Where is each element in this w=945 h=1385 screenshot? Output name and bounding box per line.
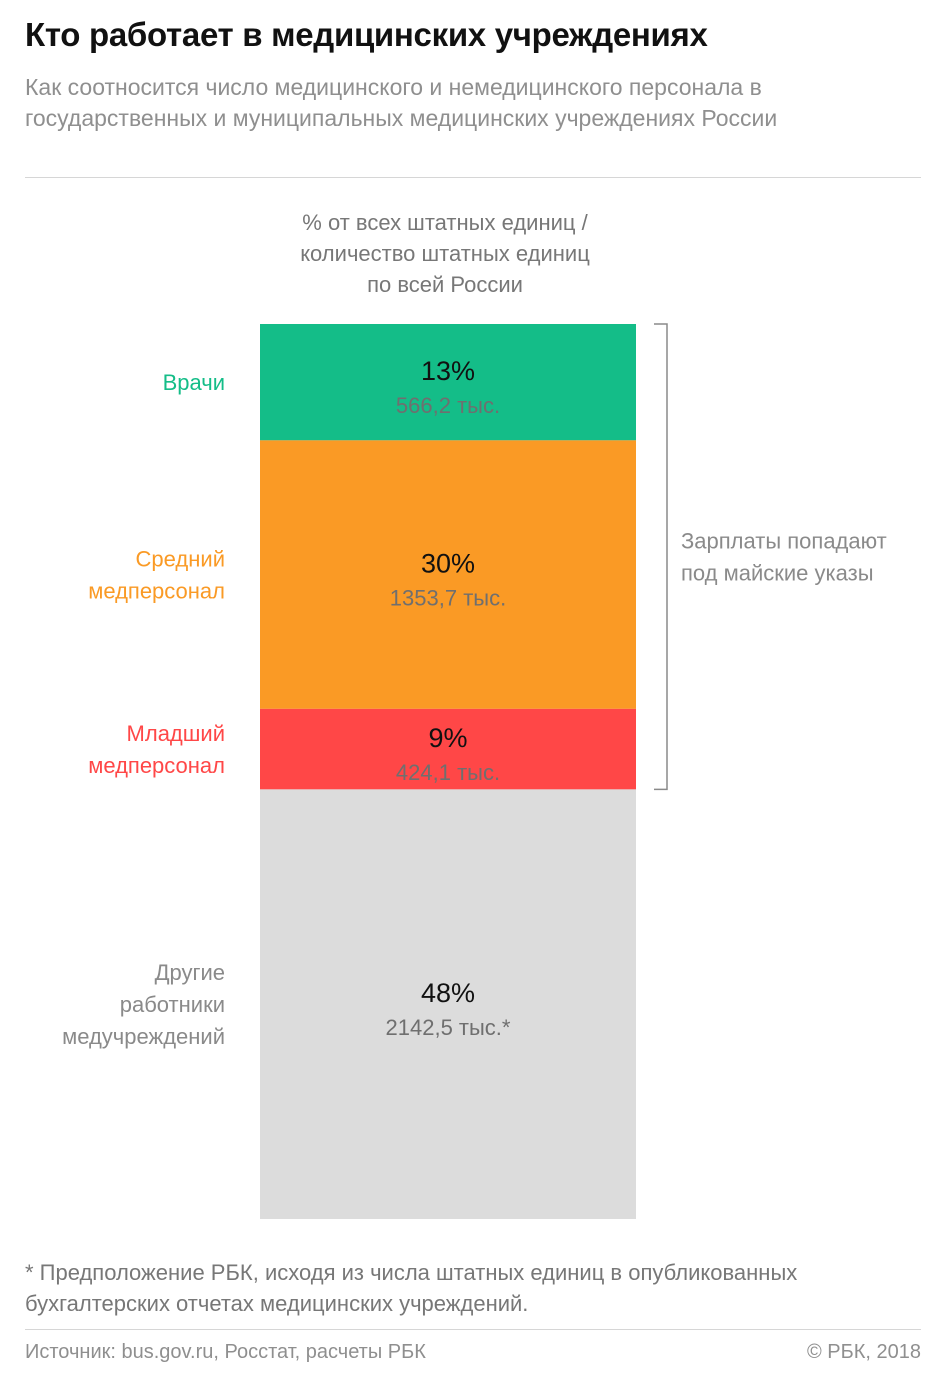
caption-line: количество штатных единиц <box>300 241 590 266</box>
caption-line: % от всех штатных единиц / <box>302 210 588 235</box>
top-divider <box>25 177 921 178</box>
bar-segment <box>260 324 636 441</box>
segment-category-label: Младший медперсонал <box>88 721 225 778</box>
chart-subtitle: Как соотносится число медицинского и нем… <box>25 74 778 131</box>
segment-count-label: 566,2 тыс. <box>396 393 500 418</box>
bar-segment <box>260 440 636 709</box>
segment-percent-label: 30% <box>421 549 475 579</box>
footnote: * Предположение РБК, исходя из числа шта… <box>25 1260 798 1316</box>
segment-count-label: 1353,7 тыс. <box>390 586 506 611</box>
source-note: Источник: bus.gov.ru, Росстат, расчеты Р… <box>25 1341 426 1363</box>
bracket-label: Зарплаты попадают под майские указы <box>681 529 887 586</box>
chart-caption: % от всех штатных единиц / количество шт… <box>220 207 670 300</box>
bar-segment <box>260 789 636 1219</box>
caption-line: по всей России <box>367 272 523 297</box>
segment-category-label: Другие работники медучреждений <box>62 960 225 1049</box>
copyright: © РБК, 2018 <box>806 1341 921 1363</box>
segment-percent-label: 9% <box>428 723 467 753</box>
segment-category-label: Врачи <box>163 370 225 395</box>
segment-category-label: Средний медперсонал <box>88 547 225 604</box>
bottom-divider <box>25 1329 921 1330</box>
bar-segment <box>260 708 636 790</box>
segment-percent-label: 13% <box>421 356 475 386</box>
segment-count-label: 424,1 тыс. <box>396 760 500 785</box>
segment-count-label: 2142,5 тыс.* <box>386 1015 511 1040</box>
chart-title: Кто работает в медицинских учреждениях <box>25 16 708 53</box>
bracket <box>654 323 668 791</box>
segment-percent-label: 48% <box>421 978 475 1008</box>
